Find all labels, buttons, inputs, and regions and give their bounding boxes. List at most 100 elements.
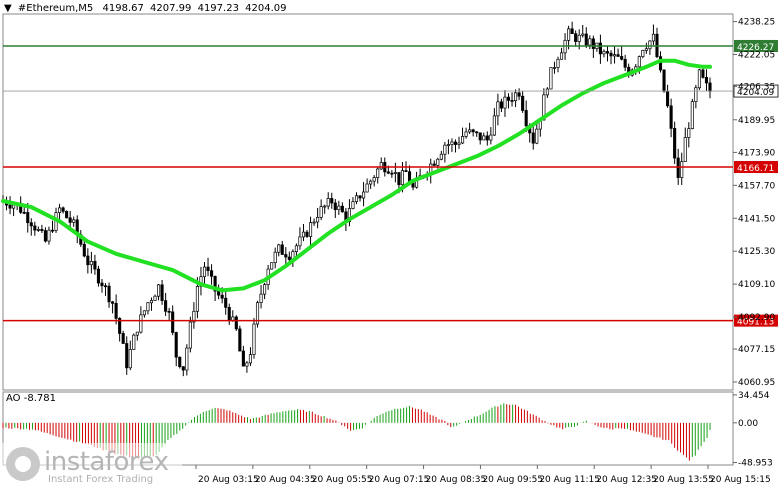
candle xyxy=(68,210,72,229)
candle-body-up xyxy=(326,198,330,207)
candle xyxy=(340,202,344,213)
x-tick-label: 20 Aug 08:35 xyxy=(426,475,487,485)
candle xyxy=(298,227,302,250)
candle-body-up xyxy=(149,300,154,304)
candle-body-down xyxy=(390,172,394,175)
candle xyxy=(651,24,655,46)
candle xyxy=(89,251,93,274)
instaforex-logo: instaforex Instant Forex Trading xyxy=(0,443,182,489)
candle xyxy=(450,138,454,153)
main-pane-border xyxy=(2,13,734,391)
candle xyxy=(206,257,210,277)
candle xyxy=(609,50,613,65)
candle-body-up xyxy=(644,48,648,51)
candle xyxy=(581,24,585,38)
chevron-down-icon[interactable]: ▼ xyxy=(4,3,12,14)
candle-body-up xyxy=(457,142,461,145)
candle-body-up xyxy=(489,134,493,141)
candle xyxy=(326,192,330,210)
candle-body-down xyxy=(584,33,588,46)
candle-body-down xyxy=(616,54,620,57)
candle-body-down xyxy=(114,302,118,319)
candle xyxy=(241,345,245,367)
candle xyxy=(376,166,380,184)
candle-body-up xyxy=(192,310,196,323)
candle-body-down xyxy=(125,343,129,369)
candle-body-down xyxy=(506,96,511,101)
candle xyxy=(471,128,475,137)
candle xyxy=(217,284,221,300)
candle-body-down xyxy=(708,82,712,92)
candle-body-up xyxy=(690,101,694,130)
candle-body-down xyxy=(65,210,69,219)
candle xyxy=(202,261,207,284)
candle xyxy=(330,192,334,209)
candle-body-up xyxy=(697,69,701,89)
candle xyxy=(662,69,666,93)
candle xyxy=(93,254,97,275)
candle-body-up xyxy=(503,96,507,109)
x-tick-label: 20 Aug 11:15 xyxy=(539,475,600,485)
candle-body-down xyxy=(213,275,217,292)
candle-body-up xyxy=(185,347,189,371)
candle xyxy=(65,210,69,219)
candle xyxy=(273,247,277,269)
candle xyxy=(669,98,673,138)
candle-body-up xyxy=(549,67,553,90)
candle-body-down xyxy=(121,333,125,344)
candle xyxy=(121,330,125,344)
candle-body-up xyxy=(464,131,468,137)
x-tick-label: 20 Aug 04:35 xyxy=(255,475,316,485)
y-tick-label: 4206.35 xyxy=(738,82,775,92)
candle xyxy=(255,300,260,328)
candle-body-up xyxy=(400,170,405,186)
candle-body-down xyxy=(118,318,122,334)
candle-body-down xyxy=(673,128,677,159)
candle xyxy=(446,139,450,155)
y-tick-label: 4238.25 xyxy=(738,18,775,28)
candle xyxy=(164,292,168,316)
candle-body-up xyxy=(58,207,62,213)
candle xyxy=(100,279,104,293)
candle xyxy=(429,158,433,184)
candle-body-up xyxy=(354,195,359,202)
candle xyxy=(58,203,62,221)
x-tick-label: 20 Aug 07:15 xyxy=(369,475,430,485)
candle-body-up xyxy=(337,205,341,210)
candle-body-down xyxy=(676,157,680,178)
candle xyxy=(280,240,284,255)
candle xyxy=(439,150,443,161)
candle xyxy=(545,87,549,98)
candle-body-up xyxy=(545,88,549,96)
candle-body-down xyxy=(305,231,309,237)
candle-body-up xyxy=(312,221,316,224)
candle-body-down xyxy=(238,328,242,352)
open-value: 4198.67 xyxy=(102,3,144,14)
candle xyxy=(103,283,108,296)
candle xyxy=(453,139,458,153)
x-tick-label: 20 Aug 13:55 xyxy=(653,475,714,485)
candle xyxy=(644,42,648,54)
candle-body-down xyxy=(340,205,344,213)
candle-body-up xyxy=(142,310,146,316)
candle xyxy=(683,127,687,162)
candle xyxy=(591,35,595,58)
candle-body-up xyxy=(156,284,161,297)
candle xyxy=(362,182,366,207)
moving-average-line xyxy=(1,58,712,293)
candle xyxy=(192,302,196,329)
candle-body-down xyxy=(531,132,535,144)
candle xyxy=(496,93,500,126)
level-lines: 4226.27 4166.71 4091.13 4204.09 xyxy=(3,39,779,328)
candle xyxy=(482,132,486,141)
candle-body-up xyxy=(683,137,687,162)
candle xyxy=(252,317,256,359)
y-tick-label: 4109.10 xyxy=(738,280,775,290)
candle xyxy=(680,152,684,185)
candle xyxy=(72,216,76,227)
candle xyxy=(655,27,659,59)
candle-body-up xyxy=(308,222,313,237)
candle xyxy=(510,92,514,107)
candle xyxy=(613,46,617,64)
